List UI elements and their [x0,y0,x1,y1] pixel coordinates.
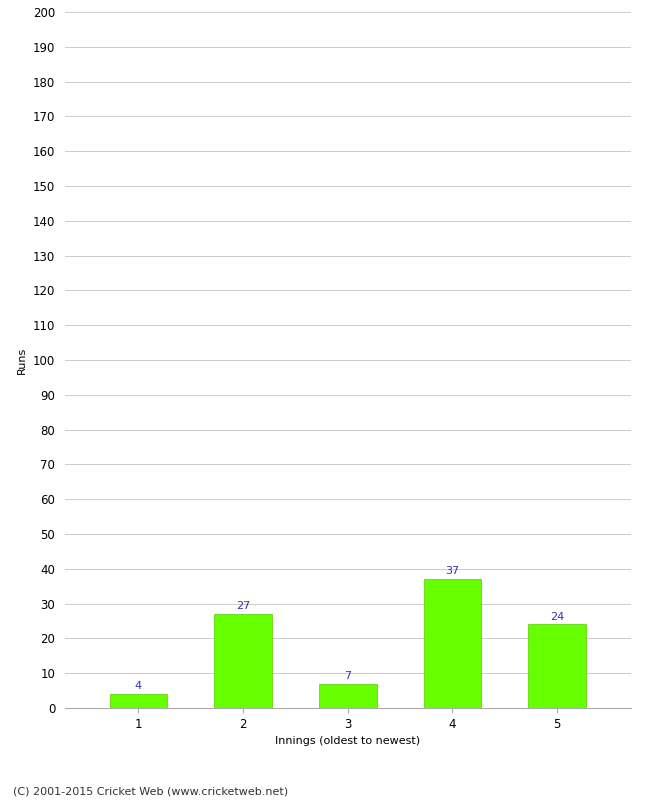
X-axis label: Innings (oldest to newest): Innings (oldest to newest) [275,736,421,746]
Text: 24: 24 [550,612,564,622]
Text: (C) 2001-2015 Cricket Web (www.cricketweb.net): (C) 2001-2015 Cricket Web (www.cricketwe… [13,786,288,796]
Bar [528,625,586,708]
Bar [214,614,272,708]
Text: 37: 37 [445,566,460,577]
Text: 7: 7 [344,671,351,681]
Text: 27: 27 [236,602,250,611]
Bar [319,684,376,708]
Text: 4: 4 [135,682,142,691]
Bar [109,694,167,708]
Y-axis label: Runs: Runs [18,346,27,374]
Bar [424,579,481,708]
